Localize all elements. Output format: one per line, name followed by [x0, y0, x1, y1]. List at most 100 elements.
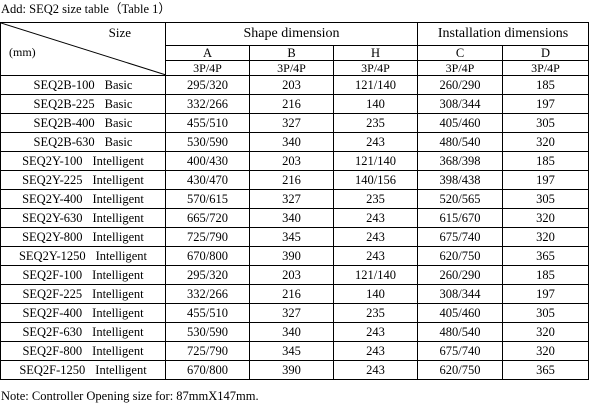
- model-name: SEQ2F-1250: [19, 362, 86, 377]
- model-cell: SEQ2B-225 Basic: [0, 94, 166, 114]
- column-c-subheader: 3P/4P: [417, 60, 504, 76]
- model-type: Intelligent: [92, 305, 144, 320]
- model-type: Intelligent: [95, 248, 148, 263]
- table-row: SEQ2Y-1250 Intelligent 670/800 390 243 620/75…: [0, 246, 590, 266]
- model-cell: SEQ2Y-630 Intelligent: [0, 208, 166, 228]
- dimension-d-cell: 197: [502, 94, 590, 114]
- dimension-h-cell: 121/140: [332, 265, 419, 285]
- dimension-b-cell: 327: [249, 113, 334, 133]
- model-name: SEQ2B-100: [33, 77, 95, 92]
- dimension-a-cell: 725/790: [165, 341, 250, 361]
- table-row: SEQ2B-225 Basic 332/266 216 140 308/344 197: [0, 94, 590, 114]
- dimension-d-cell: 365: [502, 246, 590, 266]
- dimension-a-cell: 455/510: [165, 303, 250, 323]
- model-type: Basic: [104, 77, 133, 92]
- dimension-a-cell: 295/320: [165, 265, 250, 285]
- model-cell: SEQ2F-1250 Intelligent: [0, 360, 166, 380]
- dimension-c-cell: 368/398: [417, 151, 504, 171]
- dimension-d-cell: 320: [502, 132, 590, 152]
- model-type: Intelligent: [92, 229, 144, 244]
- dimension-d-cell: 185: [502, 265, 590, 285]
- dimension-c-cell: 260/290: [417, 265, 504, 285]
- size-table: Size (mm) Shape dimension Installation d…: [0, 22, 590, 380]
- table-row: SEQ2Y-800 Intelligent 725/790 345 243 675/740…: [0, 227, 590, 247]
- dimension-d-cell: 320: [502, 341, 590, 361]
- column-b-header: B: [249, 45, 334, 61]
- dimension-c-cell: 405/460: [417, 303, 504, 323]
- dimension-b-cell: 216: [249, 284, 334, 304]
- table-caption: Add: SEQ2 size table（Table 1）: [1, 2, 171, 16]
- column-d-header: D: [502, 45, 590, 61]
- dimension-a-cell: 332/266: [165, 94, 250, 114]
- model-name: SEQ2Y-400: [22, 191, 83, 206]
- model-name: SEQ2F-800: [22, 343, 83, 358]
- dimension-a-cell: 530/590: [165, 322, 250, 342]
- dimension-a-cell: 670/800: [165, 360, 250, 380]
- model-cell: SEQ2B-630 Basic: [0, 132, 166, 152]
- dimension-b-cell: 345: [249, 341, 334, 361]
- dimension-h-cell: 243: [332, 227, 419, 247]
- model-cell: SEQ2F-100 Intelligent: [0, 265, 166, 285]
- model-type: Basic: [104, 96, 133, 111]
- dimension-a-cell: 670/800: [165, 246, 250, 266]
- model-cell: SEQ2B-100 Basic: [0, 75, 166, 95]
- model-cell: SEQ2Y-800 Intelligent: [0, 227, 166, 247]
- dimension-b-cell: 203: [249, 151, 334, 171]
- dimension-h-cell: 243: [332, 360, 419, 380]
- model-name: SEQ2B-630: [33, 134, 95, 149]
- table-body: SEQ2B-100 Basic 295/320 203 121/140 260/290 18…: [0, 75, 590, 380]
- model-cell: SEQ2F-800 Intelligent: [0, 341, 166, 361]
- dimension-h-cell: 235: [332, 113, 419, 133]
- size-mm-corner-cell: Size (mm): [0, 22, 166, 76]
- dimension-b-cell: 345: [249, 227, 334, 247]
- model-name: SEQ2Y-630: [22, 210, 83, 225]
- dimension-d-cell: 185: [502, 75, 590, 95]
- model-type: Intelligent: [92, 286, 144, 301]
- model-type: Intelligent: [92, 172, 144, 187]
- table-row: SEQ2Y-400 Intelligent 570/615 327 235 520/565…: [0, 189, 590, 209]
- dimension-b-cell: 216: [249, 170, 334, 190]
- dimension-h-cell: 121/140: [332, 75, 419, 95]
- model-name: SEQ2Y-1250: [18, 248, 86, 263]
- dimension-d-cell: 197: [502, 284, 590, 304]
- model-type: Intelligent: [95, 362, 147, 377]
- column-d-subheader: 3P/4P: [502, 60, 590, 76]
- column-a-subheader: 3P/4P: [165, 60, 250, 76]
- dimension-c-cell: 480/540: [417, 322, 504, 342]
- installation-dimensions-header: Installation dimensions: [417, 22, 590, 46]
- model-cell: SEQ2Y-100 Intelligent: [0, 151, 166, 171]
- dimension-b-cell: 390: [249, 360, 334, 380]
- model-type: Basic: [104, 115, 133, 130]
- dimension-h-cell: 140: [332, 284, 419, 304]
- dimension-a-cell: 332/266: [165, 284, 250, 304]
- dimension-b-cell: 340: [249, 322, 334, 342]
- dimension-b-cell: 340: [249, 132, 334, 152]
- table-row: SEQ2Y-630 Intelligent 665/720 340 243 615/670…: [0, 208, 590, 228]
- model-cell: SEQ2Y-1250 Intelligent: [0, 246, 166, 266]
- dimension-a-cell: 295/320: [165, 75, 250, 95]
- dimension-b-cell: 340: [249, 208, 334, 228]
- table-row: SEQ2Y-100 Intelligent 400/430 203 121/140 368…: [0, 151, 590, 171]
- model-type: Basic: [104, 134, 133, 149]
- model-cell: SEQ2F-225 Intelligent: [0, 284, 166, 304]
- table-row: SEQ2F-800 Intelligent 725/790 345 243 675/740…: [0, 341, 590, 361]
- model-type: Intelligent: [92, 191, 144, 206]
- shape-dimension-header: Shape dimension: [164, 22, 419, 46]
- dimension-d-cell: 320: [502, 322, 590, 342]
- model-name: SEQ2B-225: [33, 96, 95, 111]
- dimension-h-cell: 243: [332, 341, 419, 361]
- dimension-c-cell: 675/740: [417, 341, 504, 361]
- model-cell: SEQ2F-630 Intelligent: [0, 322, 166, 342]
- dimension-c-cell: 620/750: [417, 246, 504, 266]
- table-row: SEQ2F-1250 Intelligent 670/800 390 243 620/75…: [0, 360, 590, 380]
- column-h-header: H: [332, 45, 419, 61]
- column-b-subheader: 3P/4P: [249, 60, 334, 76]
- model-type: Intelligent: [92, 153, 144, 168]
- model-name: SEQ2F-400: [22, 305, 83, 320]
- dimension-c-cell: 260/290: [417, 75, 504, 95]
- model-cell: SEQ2B-400 Basic: [0, 113, 166, 133]
- dimension-d-cell: 320: [502, 208, 590, 228]
- model-name: SEQ2F-630: [22, 324, 83, 339]
- dimension-b-cell: 327: [249, 303, 334, 323]
- dimension-c-cell: 308/344: [417, 94, 504, 114]
